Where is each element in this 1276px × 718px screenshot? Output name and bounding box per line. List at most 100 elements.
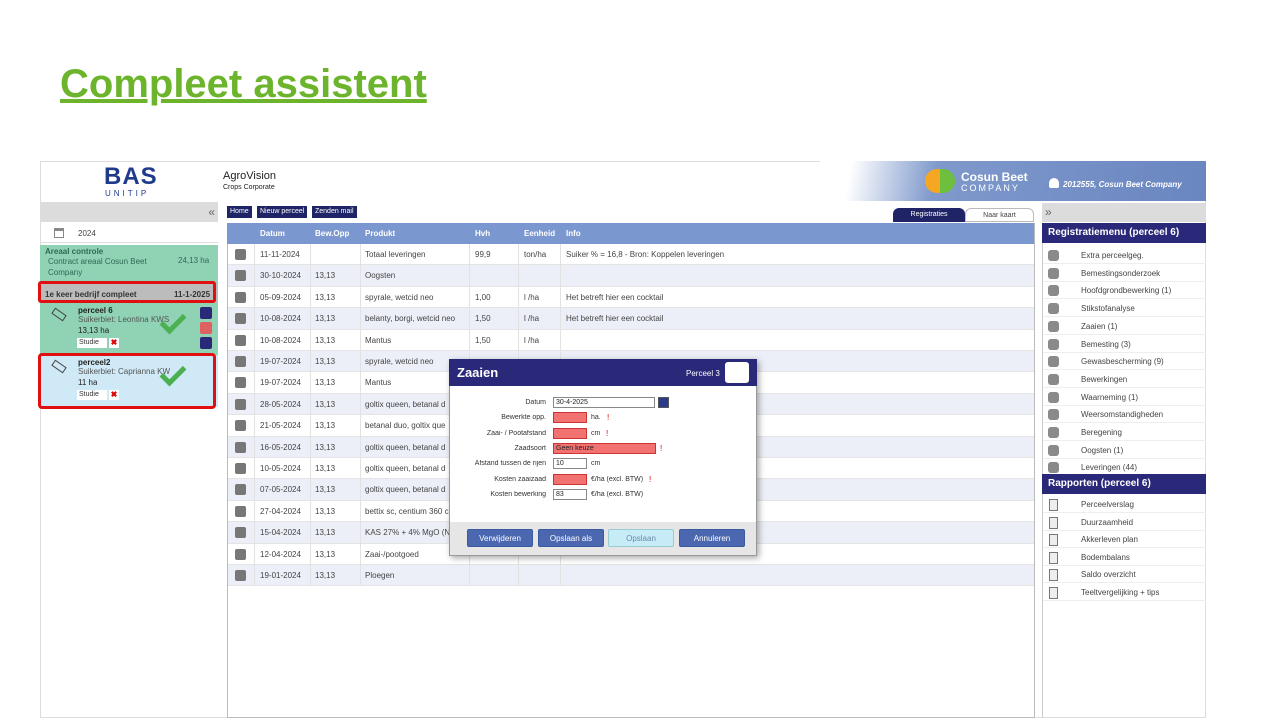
menu-item-label[interactable]: Oogsten (1) xyxy=(1081,445,1124,455)
menu-item[interactable] xyxy=(1043,300,1206,318)
table-cell: 13,13 xyxy=(315,571,336,580)
table-row[interactable] xyxy=(228,286,1034,309)
dialog-button[interactable]: Annuleren xyxy=(679,529,745,547)
report-label[interactable]: Bodembalans xyxy=(1081,552,1130,562)
field-input[interactable]: 30-4-2025 xyxy=(553,397,655,408)
menu-item[interactable] xyxy=(1043,265,1206,282)
date-picker[interactable] xyxy=(658,397,669,408)
user-name: 2012555, Cosun Beet Company xyxy=(1063,180,1182,189)
report-item[interactable] xyxy=(1043,566,1206,584)
table-row[interactable] xyxy=(228,265,1034,287)
cell-divider xyxy=(560,286,561,309)
delete-button[interactable] xyxy=(200,322,212,334)
toolbar-button[interactable]: Zenden mail xyxy=(312,206,357,218)
table-cell: 10-05-2024 xyxy=(260,464,301,473)
parcel-area: 11 ha xyxy=(78,378,98,387)
cell-divider xyxy=(254,393,255,416)
field-label: Kosten bewerking xyxy=(490,490,546,498)
field-input[interactable]: 83 xyxy=(553,488,587,500)
report-item[interactable] xyxy=(1043,531,1206,549)
field-input[interactable] xyxy=(553,412,587,424)
menu-item[interactable] xyxy=(1043,406,1206,424)
row-icon xyxy=(235,291,246,303)
report-label[interactable]: Saldo overzicht xyxy=(1081,570,1136,580)
menu-item[interactable] xyxy=(1043,282,1206,300)
menu-icon xyxy=(1048,373,1059,385)
row-icon xyxy=(235,484,246,496)
cell-divider xyxy=(560,329,561,351)
tag-remove[interactable]: ✖ xyxy=(109,390,119,400)
menu-item-label[interactable]: Waarneming (1) xyxy=(1081,392,1139,402)
menu-item[interactable] xyxy=(1043,247,1206,264)
cell-divider xyxy=(310,329,311,351)
report-button[interactable] xyxy=(200,337,212,349)
parcel-crop: Suikerbiet: Leontina KWS xyxy=(78,315,170,324)
menu-item[interactable] xyxy=(1043,353,1206,371)
table-cell: Het betreft hier een cocktail xyxy=(566,314,664,324)
table-row[interactable] xyxy=(228,244,1034,266)
table-row[interactable] xyxy=(228,329,1034,351)
menu-item-label[interactable]: Gewasbescherming (9) xyxy=(1081,357,1164,367)
menu-item[interactable] xyxy=(1043,389,1206,406)
panel-collapse[interactable]: » xyxy=(1042,203,1206,222)
cell-divider xyxy=(469,286,470,309)
report-item[interactable] xyxy=(1043,549,1206,566)
menu-item-label[interactable]: Bewerkingen xyxy=(1081,374,1128,384)
parcel-card[interactable] xyxy=(40,303,218,355)
dialog-button[interactable]: Opslaan xyxy=(608,529,674,547)
menu-item[interactable] xyxy=(1043,442,1206,459)
report-label[interactable]: Teeltvergelijking + tips xyxy=(1081,588,1160,597)
menu-item-label[interactable]: Stikstofanalyse xyxy=(1081,304,1135,314)
dialog-button[interactable]: Verwijderen xyxy=(467,529,533,547)
parcel-tag[interactable]: Studie xyxy=(77,390,107,400)
menu-item-label[interactable]: Weersomstandigheden xyxy=(1081,410,1164,420)
menu-item-label[interactable]: Bemesting (3) xyxy=(1081,339,1131,349)
report-label[interactable]: Duurzaamheid xyxy=(1081,517,1134,527)
parcel-tag[interactable]: Studie xyxy=(77,338,107,348)
menu-item-label[interactable]: Bemestingsonderzoek xyxy=(1081,268,1161,278)
menu-item[interactable] xyxy=(1043,424,1206,441)
field-input[interactable]: Geen keuze xyxy=(553,442,656,454)
cell-divider xyxy=(310,500,311,523)
table-cell: Zaai-/pootgoed xyxy=(365,549,419,559)
dialog-button[interactable]: Opslaan als xyxy=(538,529,604,547)
tag-remove[interactable]: ✖ xyxy=(109,338,119,348)
report-item[interactable] xyxy=(1043,496,1206,513)
edit-button[interactable] xyxy=(200,307,212,319)
report-label[interactable]: Perceelverslag xyxy=(1081,500,1134,509)
sidebar-collapse[interactable]: « xyxy=(40,202,218,222)
menu-item-label[interactable]: Beregening xyxy=(1081,428,1122,437)
table-cell: 30-10-2024 xyxy=(260,271,301,281)
menu-item[interactable] xyxy=(1043,336,1206,353)
cell-divider xyxy=(469,329,470,351)
table-row[interactable] xyxy=(228,565,1034,587)
row-icon xyxy=(235,505,246,517)
menu-item-label[interactable]: Extra perceelgeg. xyxy=(1081,251,1144,260)
report-label[interactable]: Akkerleven plan xyxy=(1081,535,1138,545)
tab[interactable]: Registraties xyxy=(893,208,965,222)
field-input[interactable] xyxy=(553,427,587,439)
parcel-name[interactable]: perceel2 xyxy=(78,358,111,367)
field-input[interactable]: 10 xyxy=(553,458,587,470)
row-icon xyxy=(235,420,246,432)
brand-name: AgroVision xyxy=(223,170,276,182)
menu-item-label[interactable]: Zaaien (1) xyxy=(1081,321,1118,331)
report-item[interactable] xyxy=(1043,584,1206,601)
field-input[interactable] xyxy=(553,473,587,485)
menu-item-label[interactable]: Hoofdgrondbewerking (1) xyxy=(1081,286,1172,296)
report-item[interactable] xyxy=(1043,514,1206,531)
table-cell: Het betreft hier een cocktail xyxy=(566,292,664,302)
menu-item[interactable] xyxy=(1043,371,1206,388)
menu-item-label[interactable]: Leveringen (44) xyxy=(1081,463,1138,473)
parcel-card[interactable] xyxy=(40,355,218,407)
table-row[interactable] xyxy=(228,308,1034,330)
tab[interactable]: Naar kaart xyxy=(965,208,1034,222)
menu-item[interactable] xyxy=(1043,318,1206,335)
toolbar-button[interactable]: Home xyxy=(227,206,252,218)
table-cell: 13,13 xyxy=(315,357,336,366)
table-cell: 13,13 xyxy=(315,421,336,431)
cell-divider xyxy=(360,329,361,351)
parcel-name[interactable]: perceel 6 xyxy=(78,306,113,315)
toolbar-button[interactable]: Nieuw perceel xyxy=(257,206,308,218)
year-row[interactable] xyxy=(40,224,218,243)
